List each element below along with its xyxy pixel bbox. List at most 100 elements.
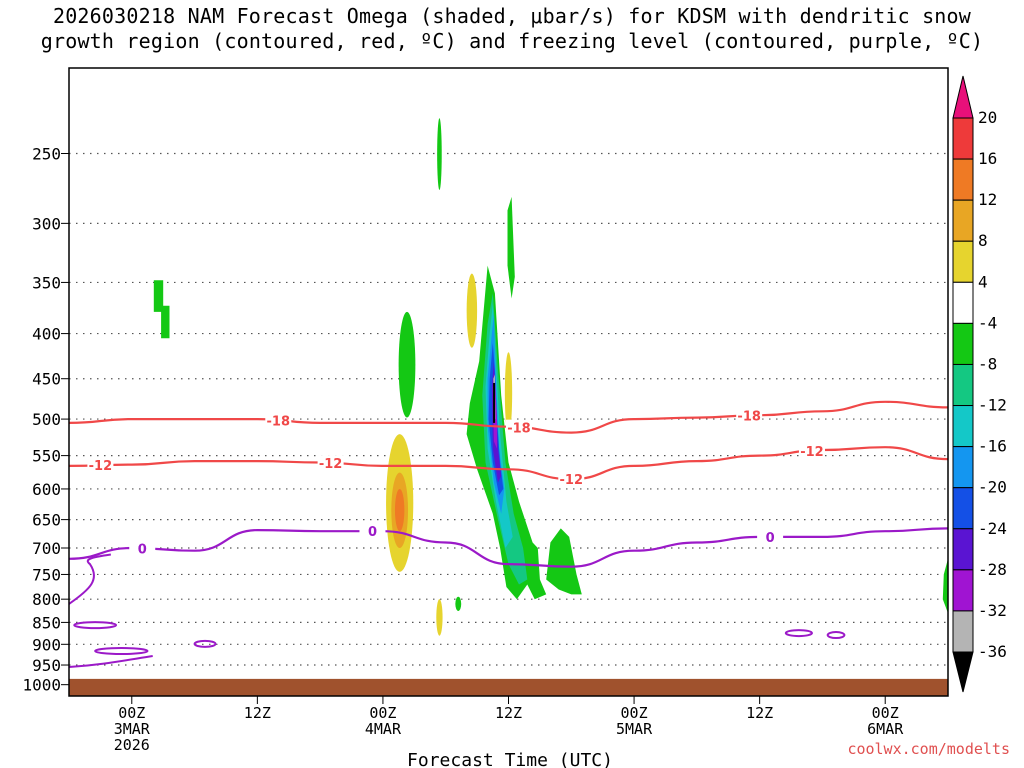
y-tick-label: 250 bbox=[32, 144, 61, 163]
colorbar-arrow-bottom bbox=[952, 651, 974, 693]
colorbar-label: -12 bbox=[978, 396, 1007, 415]
contour-label-bg bbox=[558, 471, 585, 488]
colorbar-segment bbox=[952, 158, 974, 201]
contour-label-bg bbox=[757, 528, 784, 545]
contour-label: -12 bbox=[89, 459, 113, 474]
x-tick-label: 00Z bbox=[118, 704, 145, 722]
contour-label-bg bbox=[317, 455, 344, 472]
omega-region bbox=[466, 273, 478, 348]
colorbar-label: -24 bbox=[978, 519, 1007, 538]
contour-label: -12 bbox=[800, 445, 824, 460]
x-tick-label: 4MAR bbox=[365, 720, 402, 738]
colorbar-segment bbox=[952, 487, 974, 530]
colorbar-label: -32 bbox=[978, 601, 1007, 620]
contour-label-bg bbox=[736, 407, 763, 424]
title-line-2: growth region (contoured, red, ºC) and f… bbox=[40, 29, 984, 53]
contour-label: -12 bbox=[560, 473, 584, 488]
contour-label-bg bbox=[505, 419, 532, 436]
contour-freezing-loop bbox=[193, 639, 217, 648]
colorbar-label: -20 bbox=[978, 478, 1007, 497]
y-tick-label: 700 bbox=[32, 539, 61, 558]
colorbar: 20 16 12 8 4 -4 -8 -12 -16 -20 -24 -28 -32 -36 bbox=[952, 75, 1007, 693]
colorbar-segment bbox=[952, 569, 974, 612]
colorbar-segment bbox=[952, 446, 974, 489]
y-tick-label: 650 bbox=[32, 511, 61, 530]
colorbar-segment bbox=[952, 528, 974, 571]
y-tick-label: 800 bbox=[32, 590, 61, 609]
omega-region bbox=[153, 280, 170, 339]
y-tick-label: 850 bbox=[32, 613, 61, 632]
contour-label: -18 bbox=[267, 414, 291, 429]
x-tick-label: 00Z bbox=[621, 704, 648, 722]
contour-label: 0 bbox=[766, 531, 775, 546]
y-tick-label: 950 bbox=[32, 656, 61, 675]
colorbar-segment bbox=[952, 322, 974, 365]
x-tick-label: 00Z bbox=[872, 704, 899, 722]
y-tick-label: 450 bbox=[32, 370, 61, 389]
x-tick-label: 3MAR bbox=[114, 720, 151, 738]
x-tick-label: 2026 bbox=[114, 736, 150, 754]
omega-region bbox=[546, 528, 582, 595]
colorbar-segment bbox=[952, 363, 974, 407]
y-tick-label: 1000 bbox=[22, 676, 61, 695]
contour-freezing-loop bbox=[826, 631, 846, 640]
contour-freezing-loop bbox=[73, 621, 118, 630]
ground-rect bbox=[69, 678, 948, 696]
omega-region bbox=[504, 352, 513, 435]
contour-label-bg bbox=[359, 523, 386, 540]
contour-label: 0 bbox=[368, 525, 377, 540]
x-tick-label: 5MAR bbox=[616, 720, 653, 738]
colorbar-label: -8 bbox=[978, 354, 997, 373]
y-tick-label: 900 bbox=[32, 635, 61, 654]
contour-label-bg bbox=[129, 540, 156, 557]
contour-label-bg bbox=[265, 412, 292, 429]
omega-region bbox=[436, 599, 443, 636]
contour-label: -18 bbox=[737, 410, 761, 425]
omega-region bbox=[398, 311, 416, 418]
x-tick-label: 12Z bbox=[746, 704, 773, 722]
colorbar-segment bbox=[952, 610, 974, 653]
chart-title: 2026030218 NAM Forecast Omega (shaded, μ… bbox=[0, 4, 1024, 54]
x-tick-label: 6MAR bbox=[867, 720, 904, 738]
colorbar-label: 16 bbox=[978, 149, 997, 168]
colorbar-segment bbox=[952, 405, 974, 448]
colorbar-segment bbox=[952, 240, 974, 283]
y-tick-label: 500 bbox=[32, 410, 61, 429]
y-tick-label: 550 bbox=[32, 447, 61, 466]
omega-region bbox=[437, 118, 442, 191]
colorbar-label: -28 bbox=[978, 560, 1007, 579]
contour-freezing bbox=[69, 527, 948, 568]
colorbar-label: 20 bbox=[978, 108, 997, 127]
y-tick-label: 300 bbox=[32, 214, 61, 233]
colorbar-label: 12 bbox=[978, 190, 997, 209]
y-tick-label: 600 bbox=[32, 480, 61, 499]
colorbar-label: -16 bbox=[978, 437, 1007, 456]
colorbar-segment bbox=[952, 117, 974, 160]
x-tick-label: 12Z bbox=[244, 704, 271, 722]
contour-freezing bbox=[69, 655, 153, 669]
contour-label: -12 bbox=[319, 457, 343, 472]
contour-freezing-loop bbox=[94, 647, 149, 656]
colorbar-arrow-top bbox=[952, 75, 974, 119]
x-tick-label: 12Z bbox=[495, 704, 522, 722]
colorbar-label: 8 bbox=[978, 231, 988, 250]
omega-region bbox=[394, 488, 405, 532]
omega-region bbox=[455, 596, 462, 611]
y-tick-label: 750 bbox=[32, 565, 61, 584]
omega-region bbox=[507, 196, 515, 299]
colorbar-segment bbox=[952, 199, 974, 242]
contour-label-bg bbox=[87, 457, 114, 474]
contour-lines: -18 -18 -18 -12 -12 -12 -12 0 0 0 bbox=[69, 400, 948, 669]
omega-region bbox=[942, 558, 948, 614]
x-axis-title: Forecast Time (UTC) bbox=[407, 750, 613, 768]
colorbar-segment bbox=[952, 281, 974, 324]
y-tick-label: 350 bbox=[32, 273, 61, 292]
colorbar-label: -36 bbox=[978, 642, 1007, 661]
credit-text: coolwx.com/modelts bbox=[847, 740, 1010, 758]
y-axis: 250 300 350 400 450 500 550 600 650 700 750 800 850 9… bbox=[22, 144, 69, 695]
colorbar-label: 4 bbox=[978, 272, 988, 291]
contour-label: -18 bbox=[507, 422, 531, 437]
contour-freezing bbox=[69, 553, 111, 605]
